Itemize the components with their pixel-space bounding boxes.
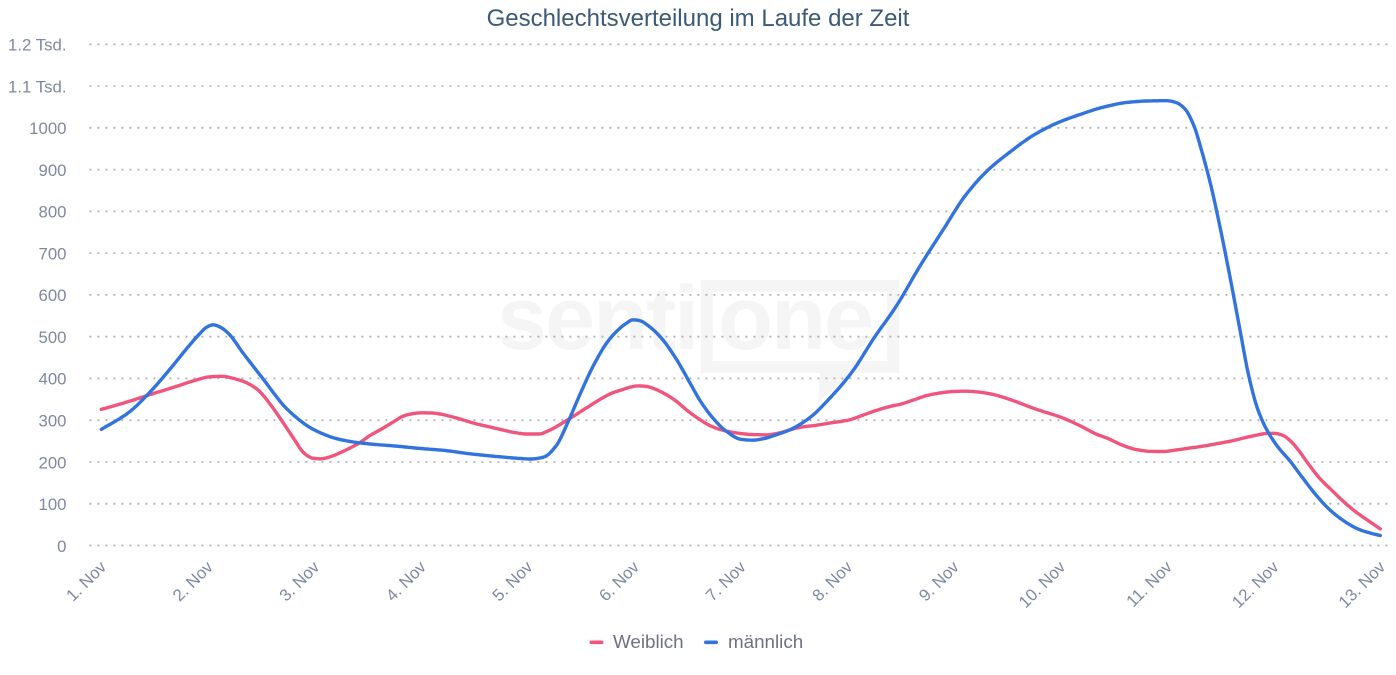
svg-text:11. Nov: 11. Nov	[1122, 557, 1176, 611]
svg-text:200: 200	[39, 453, 67, 472]
svg-text:13. Nov: 13. Nov	[1335, 557, 1390, 612]
svg-text:700: 700	[39, 244, 67, 263]
svg-text:500: 500	[39, 328, 67, 347]
svg-text:1. Nov: 1. Nov	[62, 557, 110, 605]
svg-text:männlich: männlich	[728, 631, 803, 652]
svg-text:2. Nov: 2. Nov	[169, 557, 217, 605]
svg-text:300: 300	[39, 412, 67, 431]
svg-text:1.1 Tsd.: 1.1 Tsd.	[8, 77, 66, 96]
svg-text:400: 400	[39, 370, 67, 389]
svg-text:12. Nov: 12. Nov	[1228, 557, 1283, 612]
svg-text:senti: senti	[497, 269, 697, 369]
svg-text:4. Nov: 4. Nov	[382, 557, 430, 605]
svg-text:1000: 1000	[29, 119, 66, 138]
svg-text:3. Nov: 3. Nov	[276, 557, 324, 605]
svg-text:100: 100	[39, 495, 67, 514]
svg-text:1.2 Tsd.: 1.2 Tsd.	[8, 36, 66, 55]
svg-text:10. Nov: 10. Nov	[1015, 557, 1070, 612]
svg-text:Weiblich: Weiblich	[613, 631, 684, 652]
svg-text:Geschlechtsverteilung im Laufe: Geschlechtsverteilung im Laufe der Zeit	[487, 5, 910, 32]
svg-text:800: 800	[39, 203, 67, 222]
svg-text:8. Nov: 8. Nov	[808, 557, 856, 605]
svg-text:6. Nov: 6. Nov	[595, 557, 643, 605]
svg-text:0: 0	[57, 537, 66, 556]
svg-text:600: 600	[39, 286, 67, 305]
svg-text:9. Nov: 9. Nov	[915, 557, 963, 605]
svg-text:7. Nov: 7. Nov	[702, 557, 750, 605]
svg-text:5. Nov: 5. Nov	[489, 557, 537, 605]
svg-text:900: 900	[39, 161, 67, 180]
